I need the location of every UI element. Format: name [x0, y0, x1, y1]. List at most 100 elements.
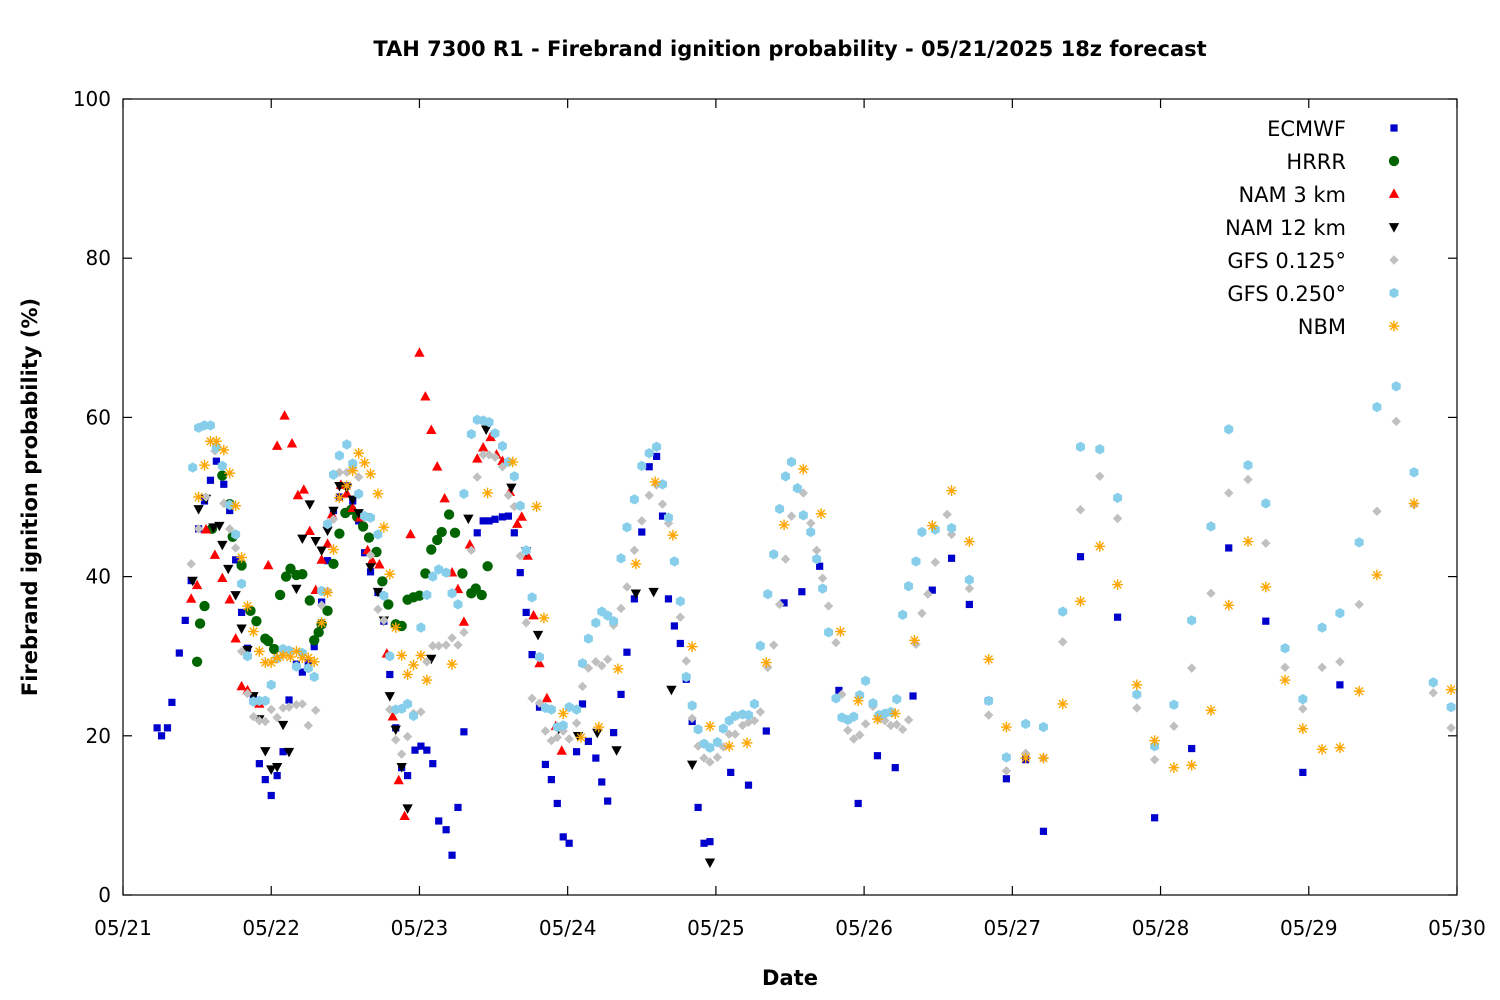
data-point-gfs-0-250: [775, 503, 785, 515]
data-point-nbm: [359, 457, 371, 469]
data-point-gfs-0-125: [248, 711, 259, 722]
data-point-gfs-0-125: [490, 452, 500, 462]
data-point-ecmwf: [676, 639, 684, 648]
data-point-gfs-0-125: [428, 641, 438, 651]
data-point-ecmwf: [798, 588, 806, 596]
data-point-gfs-0-250: [1169, 699, 1179, 710]
data-point-ecmwf: [454, 803, 462, 812]
data-point-gfs-0-125: [1391, 416, 1401, 427]
data-point-gfs-0-125: [385, 704, 395, 715]
data-point-nbm: [1168, 762, 1180, 774]
data-point-gfs-0-250: [237, 578, 247, 589]
data-point-nam-3-km: [191, 579, 203, 590]
data-point-nam-3-km: [304, 525, 315, 536]
data-point-nam-12-km: [297, 534, 308, 545]
data-point-ecmwf: [1225, 544, 1233, 552]
data-point-nbm: [1279, 674, 1291, 686]
data-point-gfs-0-250: [1298, 694, 1308, 705]
data-point-gfs-0-250: [693, 724, 703, 735]
data-point-nam-12-km: [384, 692, 395, 702]
series-nam-12-km: [187, 425, 716, 868]
y-tick-label: 40: [86, 565, 111, 589]
data-point-nam-12-km: [506, 483, 517, 494]
legend-marker-nbm: [1388, 320, 1400, 332]
data-point-ecmwf: [448, 851, 456, 859]
x-tick-label: 05/27: [984, 916, 1042, 940]
data-point-nbm: [575, 731, 587, 743]
data-point-ecmwf: [727, 768, 735, 777]
data-point-gfs-0-125: [466, 545, 477, 556]
data-point-gfs-0-125: [675, 612, 686, 622]
data-point-ecmwf: [909, 692, 917, 700]
data-point-gfs-0-250: [886, 706, 896, 718]
data-point-nbm: [218, 444, 230, 456]
legend-marker-gfs-0-250: [1389, 287, 1399, 299]
data-point-nam-12-km: [208, 523, 219, 533]
data-point-nbm: [210, 435, 222, 447]
data-point-gfs-0-250: [583, 633, 593, 644]
data-point-gfs-0-250: [1428, 677, 1438, 688]
data-point-nbm: [1316, 743, 1328, 755]
data-point-ecmwf: [226, 506, 234, 515]
data-point-gfs-0-250: [546, 704, 556, 715]
data-point-nbm: [253, 646, 265, 657]
data-point-gfs-0-250: [1354, 537, 1364, 548]
data-point-hrrr: [274, 589, 286, 601]
data-point-gfs-0-250: [403, 698, 413, 710]
data-point-nam-12-km: [277, 720, 289, 731]
data-point-gfs-0-125: [1206, 588, 1216, 599]
data-point-gfs-0-250: [730, 710, 740, 722]
data-point-hrrr: [217, 470, 228, 481]
data-point-ecmwf: [623, 648, 631, 656]
data-point-gfs-0-250: [466, 428, 476, 440]
series-gfs-0-125: [186, 416, 1456, 776]
data-point-nbm: [1334, 742, 1346, 754]
data-point-nam-3-km: [209, 549, 221, 559]
data-point-gfs-0-250: [188, 462, 198, 473]
data-point-gfs-0-125: [1095, 471, 1105, 482]
data-point-nam-12-km: [396, 763, 407, 773]
data-point-gfs-0-250: [818, 583, 828, 594]
data-point-ecmwf: [429, 760, 437, 768]
data-point-gfs-0-125: [186, 559, 196, 569]
x-tick-label: 05/26: [835, 916, 893, 940]
data-point-gfs-0-250: [558, 720, 568, 731]
data-point-hrrr: [328, 558, 339, 570]
data-point-nam-12-km: [686, 760, 698, 771]
data-point-nbm: [1001, 721, 1012, 733]
data-point-gfs-0-250: [622, 522, 632, 533]
data-point-nam-3-km: [432, 461, 443, 471]
data-point-nam-12-km: [592, 728, 603, 739]
data-point-ecmwf: [1039, 827, 1048, 835]
data-point-ecmwf: [1336, 681, 1344, 689]
data-point-gfs-0-125: [806, 518, 816, 528]
data-point-ecmwf: [435, 817, 443, 825]
data-point-nam-3-km: [485, 431, 496, 442]
data-point-gfs-0-125: [254, 715, 265, 726]
data-point-gfs-0-250: [1038, 721, 1048, 733]
data-point-gfs-0-250: [718, 723, 728, 734]
data-point-gfs-0-250: [1317, 622, 1327, 633]
data-point-gfs-0-125: [1224, 488, 1234, 498]
data-point-ecmwf: [559, 833, 567, 841]
data-point-gfs-0-125: [854, 730, 865, 740]
data-point-gfs-0-125: [278, 703, 288, 713]
data-point-gfs-0-125: [564, 734, 574, 744]
chart-title: TAH 7300 R1 - Firebrand ignition probabi…: [373, 37, 1206, 61]
data-point-gfs-0-125: [583, 663, 594, 673]
data-point-gfs-0-125: [886, 720, 896, 731]
data-point-nbm: [557, 708, 569, 719]
data-point-nbm: [482, 487, 494, 499]
data-point-nbm: [1260, 581, 1272, 593]
data-point-ecmwf: [237, 608, 246, 617]
data-point-nbm: [308, 656, 320, 668]
data-point-nbm: [230, 500, 242, 512]
data-point-nam-12-km: [365, 563, 376, 573]
data-point-ecmwf: [1076, 553, 1085, 561]
data-point-ecmwf: [604, 797, 612, 805]
data-point-gfs-0-125: [942, 509, 952, 520]
data-point-gfs-0-125: [453, 640, 463, 650]
data-point-ecmwf: [854, 799, 862, 808]
data-point-hrrr: [297, 569, 308, 580]
data-point-nam-12-km: [372, 587, 384, 598]
